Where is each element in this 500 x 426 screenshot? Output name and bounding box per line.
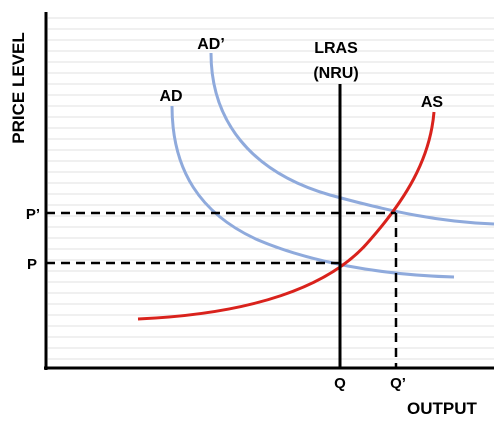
x-axis-label: OUTPUT: [407, 399, 478, 418]
y-tick-label-p: P: [27, 256, 37, 273]
grid-lines: [48, 17, 494, 360]
y-axis-label: PRICE LEVEL: [9, 32, 28, 143]
as-curve: [137, 111, 436, 321]
lras-sublabel: (NRU): [313, 65, 358, 82]
y-tick-label-p-prime: P’: [26, 206, 40, 223]
as-label: AS: [421, 94, 444, 111]
ad-prime-curve: [209, 52, 495, 226]
x-tick-label-q-prime: Q’: [390, 375, 406, 392]
x-tick-label-q: Q: [334, 375, 346, 392]
ad-prime-label: AD’: [197, 36, 225, 53]
ad-curve: [170, 105, 455, 279]
lras-label: LRAS: [314, 40, 358, 57]
ad-label: AD: [159, 88, 182, 105]
